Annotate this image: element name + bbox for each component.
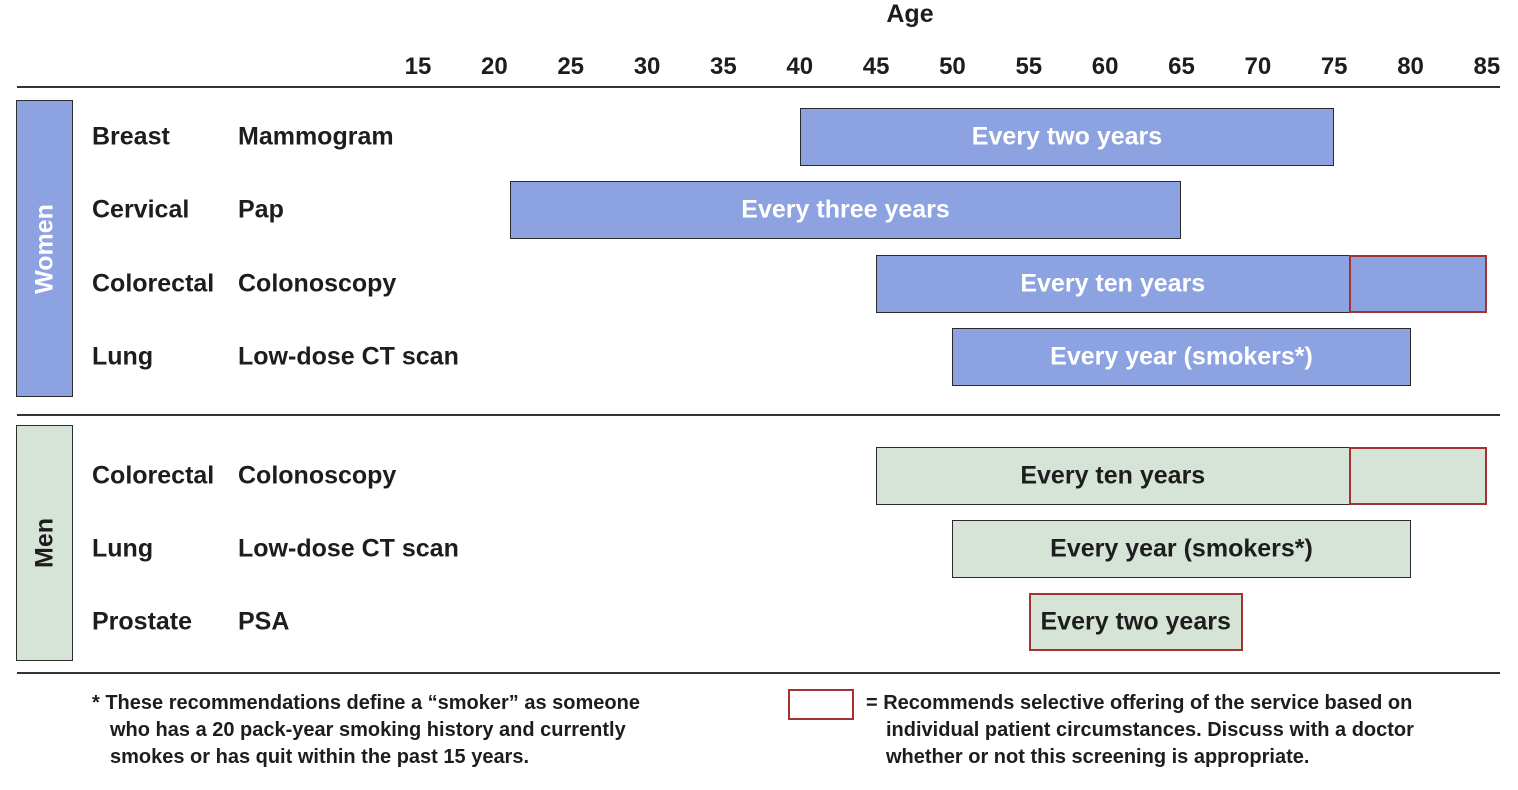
x-tick-label: 45 bbox=[862, 53, 890, 80]
cancer-type-label: Colorectal bbox=[92, 269, 215, 298]
x-tick-label: 70 bbox=[1244, 53, 1272, 80]
screening-bar bbox=[952, 520, 1411, 578]
screening-bar bbox=[876, 255, 1487, 313]
group-label-men: Men bbox=[16, 425, 73, 661]
test-type-label: Low-dose CT scan bbox=[238, 534, 459, 563]
selective-offering-segment bbox=[1349, 255, 1487, 313]
x-tick-label: 65 bbox=[1168, 53, 1195, 80]
cancer-type-label: Lung bbox=[92, 534, 154, 563]
test-type-label: PSA bbox=[238, 607, 290, 636]
legend-selective-swatch bbox=[788, 689, 854, 720]
bar-frequency-label: Every two years bbox=[971, 122, 1163, 151]
bar-frequency-label: Every year (smokers*) bbox=[1050, 534, 1313, 563]
cancer-type-label: Cervical bbox=[92, 195, 190, 224]
footnote-line-2: who has a 20 pack-year smoking history a… bbox=[110, 719, 626, 741]
footnote-line-1: * These recommendations define a “smoker… bbox=[92, 692, 640, 714]
cancer-type-label: Prostate bbox=[92, 607, 193, 636]
test-type-label: Colonoscopy bbox=[238, 461, 397, 490]
x-tick-label: 60 bbox=[1091, 53, 1119, 80]
group-label-women-text: Women bbox=[30, 203, 58, 294]
screening-bar bbox=[952, 328, 1411, 386]
test-type-label: Low-dose CT scan bbox=[238, 342, 459, 371]
legend-selective-text: = Recommends selective offering of the s… bbox=[866, 690, 1414, 771]
smoker-footnote: * These recommendations define a “smoker… bbox=[92, 690, 640, 771]
screening-bar bbox=[799, 108, 1335, 166]
x-tick-label: 35 bbox=[710, 53, 737, 80]
legend-line-3: whether or not this screening is appropr… bbox=[886, 746, 1310, 768]
divider-top bbox=[17, 86, 1500, 88]
group-label-women: Women bbox=[16, 100, 73, 397]
cancer-type-label: Lung bbox=[92, 342, 154, 371]
screening-bar bbox=[1028, 593, 1243, 651]
bar-frequency-label: Every two years bbox=[1040, 607, 1231, 636]
x-tick-label: 20 bbox=[480, 53, 508, 80]
x-tick-label: 85 bbox=[1473, 53, 1501, 80]
divider-bottom bbox=[17, 672, 1500, 674]
screening-bar bbox=[509, 181, 1182, 239]
cancer-type-label: Colorectal bbox=[92, 461, 215, 490]
selective-offering-segment bbox=[1349, 447, 1487, 505]
bar-frequency-label: Every ten years bbox=[1020, 461, 1206, 490]
divider-middle bbox=[17, 414, 1500, 416]
x-tick-label: 15 bbox=[404, 53, 432, 80]
x-tick-label: 25 bbox=[557, 53, 585, 80]
x-tick-label: 80 bbox=[1397, 53, 1424, 80]
group-label-men-text: Men bbox=[30, 518, 58, 568]
bar-frequency-label: Every ten years bbox=[1020, 269, 1206, 298]
legend-line-1: = Recommends selective offering of the s… bbox=[866, 692, 1413, 714]
bar-frequency-label: Every three years bbox=[741, 195, 950, 224]
footnote-line-3: smokes or has quit within the past 15 ye… bbox=[110, 746, 530, 768]
cancer-type-label: Breast bbox=[92, 122, 170, 151]
x-tick-label: 30 bbox=[633, 53, 661, 80]
x-tick-label: 50 bbox=[939, 53, 966, 80]
test-type-label: Pap bbox=[238, 195, 284, 224]
screening-bar bbox=[876, 447, 1487, 505]
legend-line-2: individual patient circumstances. Discus… bbox=[886, 719, 1414, 741]
x-tick-label: 75 bbox=[1320, 53, 1348, 80]
x-tick-label: 55 bbox=[1015, 53, 1043, 80]
x-tick-label: 40 bbox=[786, 53, 814, 80]
bar-frequency-label: Every year (smokers*) bbox=[1050, 342, 1313, 371]
x-axis-title: Age bbox=[886, 0, 934, 28]
test-type-label: Mammogram bbox=[238, 122, 394, 151]
test-type-label: Colonoscopy bbox=[238, 269, 397, 298]
